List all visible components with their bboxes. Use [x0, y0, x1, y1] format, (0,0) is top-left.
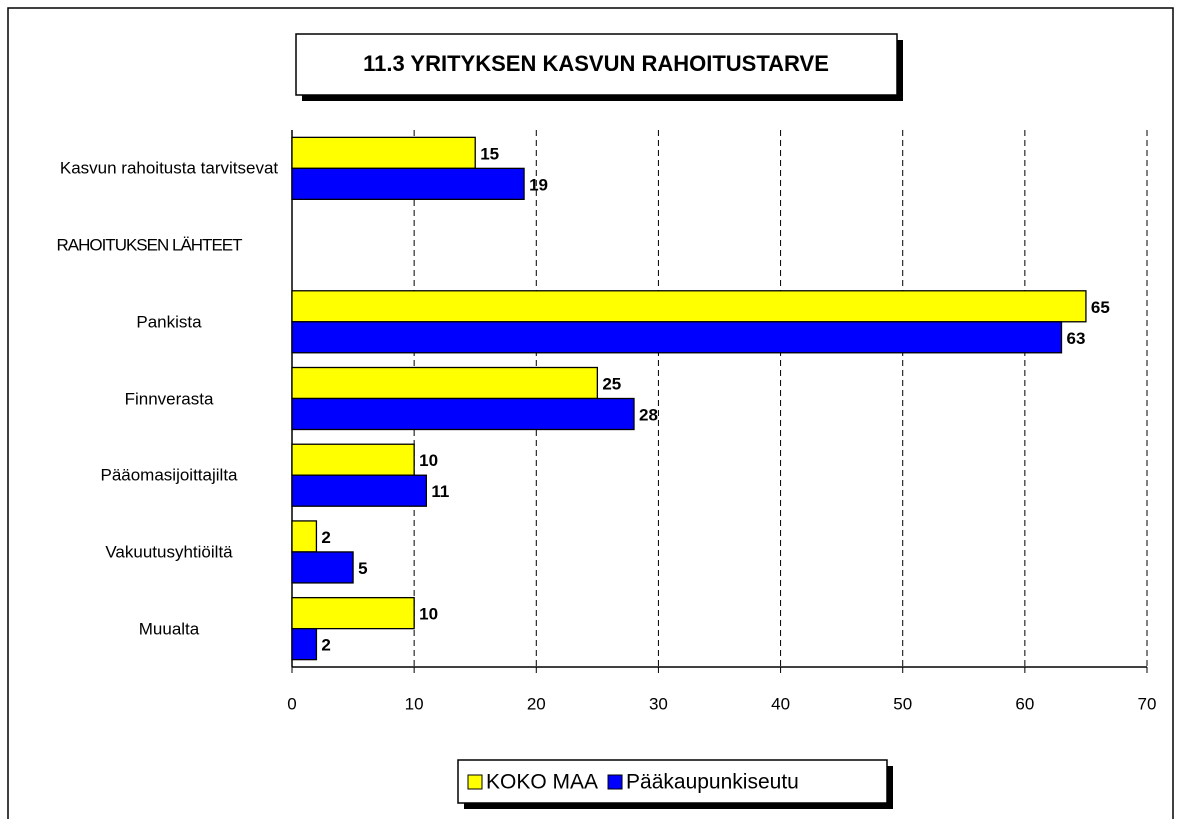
y-tick-label: Muualta — [138, 619, 200, 639]
chart-border — [7, 7, 1174, 819]
data-label: 65 — [1091, 298, 1110, 317]
x-tick-label: 50 — [893, 694, 912, 713]
x-tick-label: 0 — [287, 694, 296, 713]
y-tick-label: Finnverasta — [124, 389, 214, 408]
data-label: 63 — [1067, 329, 1086, 348]
data-label: 10 — [419, 605, 438, 624]
data-label: 2 — [321, 528, 330, 547]
x-tick-label: 60 — [1015, 694, 1034, 713]
chart-title: 11.3 YRITYKSEN KASVUN RAHOITUSTARVE — [363, 51, 829, 76]
bar — [291, 290, 1087, 323]
data-label: 5 — [358, 559, 367, 578]
x-tick-label: 70 — [1138, 694, 1157, 713]
data-label: 19 — [529, 175, 548, 194]
y-tick-label: RAHOITUKSEN LÄHTEET — [56, 235, 242, 255]
data-label: 10 — [419, 451, 438, 470]
bar — [291, 167, 525, 201]
legend-swatch — [467, 774, 483, 790]
bar — [291, 443, 415, 476]
bar — [291, 321, 1063, 354]
data-label: 28 — [639, 405, 658, 424]
legend-swatch — [607, 774, 623, 790]
legend-box — [457, 759, 888, 804]
legend-label: KOKO MAA — [486, 771, 598, 794]
bar — [291, 627, 318, 661]
x-tick-label: 40 — [771, 694, 790, 713]
title-box — [295, 33, 898, 96]
legend-label: Pääkaupunkiseutu — [626, 771, 799, 794]
bar — [291, 397, 635, 431]
x-tick-label: 30 — [649, 694, 668, 713]
bar — [291, 551, 354, 584]
y-tick-label: Vakuutusyhtiöiltä — [105, 542, 233, 562]
data-label: 2 — [321, 636, 330, 655]
data-label: 25 — [602, 374, 621, 393]
y-tick-label: Pääomasijoittajilta — [100, 465, 238, 485]
bar — [291, 520, 318, 553]
bar — [291, 136, 476, 170]
bar — [291, 474, 428, 507]
bar — [291, 366, 599, 400]
data-label: 11 — [431, 482, 449, 501]
y-tick-label: Kasvun rahoitusta tarvitsevat — [59, 158, 279, 178]
x-tick-label: 10 — [405, 694, 424, 713]
y-tick-label: Pankista — [136, 312, 202, 332]
bar — [291, 596, 415, 630]
data-label: 15 — [480, 144, 499, 163]
x-tick-label: 20 — [527, 694, 546, 713]
